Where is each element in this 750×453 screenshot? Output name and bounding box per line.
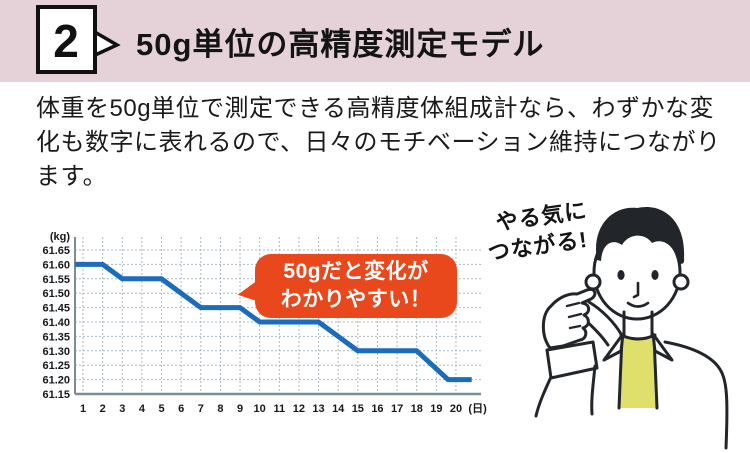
step-number-badge: 2	[35, 4, 125, 78]
svg-text:18: 18	[411, 403, 423, 415]
svg-text:19: 19	[430, 403, 442, 415]
svg-text:(kg): (kg)	[50, 231, 71, 243]
svg-text:3: 3	[119, 403, 125, 415]
svg-text:2: 2	[100, 403, 106, 415]
svg-text:61.60: 61.60	[42, 259, 70, 271]
chart-callout-bubble: 50gだと変化が わかりやすい！	[235, 254, 457, 318]
svg-text:61.35: 61.35	[42, 331, 70, 343]
svg-text:5: 5	[158, 403, 164, 415]
svg-text:12: 12	[293, 403, 305, 415]
svg-text:4: 4	[139, 403, 146, 415]
svg-text:13: 13	[312, 403, 324, 415]
svg-text:61.65: 61.65	[42, 245, 70, 257]
svg-text:61.25: 61.25	[42, 360, 70, 372]
svg-text:14: 14	[332, 403, 345, 415]
undershirt-fill	[619, 337, 657, 408]
svg-text:61.50: 61.50	[42, 288, 70, 300]
badge-bubble-shape: 2	[36, 5, 121, 74]
svg-text:61.15: 61.15	[42, 389, 70, 401]
svg-text:11: 11	[273, 403, 285, 415]
svg-text:9: 9	[237, 403, 243, 415]
weight-line-chart: 61.65 61.60 61.55 61.50 61.45 61.40 61.35 61.30…	[42, 231, 487, 415]
svg-text:8: 8	[217, 403, 223, 415]
badge-number: 2	[53, 15, 79, 67]
svg-text:15: 15	[352, 403, 364, 415]
page-title: 50g単位の高精度測定モデル	[136, 26, 545, 62]
callout-line1: 50gだと変化が	[283, 260, 429, 283]
svg-text:61.30: 61.30	[42, 346, 70, 358]
svg-text:10: 10	[254, 403, 266, 415]
intro-text: 体重を50g単位で測定できる高精度体組成計なら、わずかな変化も数字に表れるので、…	[36, 95, 721, 190]
svg-text:20: 20	[450, 403, 462, 415]
svg-text:7: 7	[198, 403, 204, 415]
cheering-man-illustration	[534, 206, 729, 450]
svg-text:61.40: 61.40	[42, 317, 70, 329]
svg-text:(日): (日)	[468, 402, 487, 415]
svg-text:16: 16	[371, 403, 383, 415]
callout-line2: わかりやすい！	[280, 288, 432, 311]
svg-text:1: 1	[80, 403, 86, 415]
svg-text:6: 6	[178, 403, 184, 415]
svg-text:61.55: 61.55	[42, 274, 70, 286]
svg-text:61.20: 61.20	[42, 375, 70, 387]
svg-text:61.45: 61.45	[42, 303, 70, 315]
header-band: 2 50g単位の高精度測定モデル	[0, 0, 750, 82]
svg-text:17: 17	[391, 403, 403, 415]
